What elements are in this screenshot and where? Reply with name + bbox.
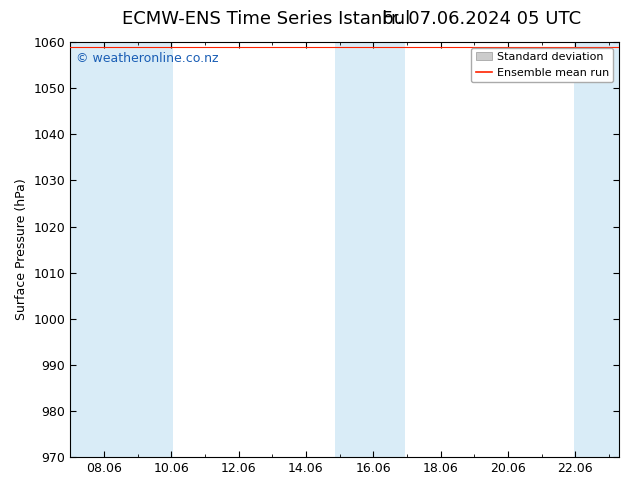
Text: © weatheronline.co.nz: © weatheronline.co.nz bbox=[76, 52, 218, 66]
Bar bbox=[335, 42, 405, 457]
Bar bbox=[70, 42, 173, 457]
Legend: Standard deviation, Ensemble mean run: Standard deviation, Ensemble mean run bbox=[471, 48, 614, 82]
Text: Fr. 07.06.2024 05 UTC: Fr. 07.06.2024 05 UTC bbox=[382, 10, 581, 28]
Bar bbox=[574, 42, 619, 457]
Text: ECMW-ENS Time Series Istanbul: ECMW-ENS Time Series Istanbul bbox=[122, 10, 410, 28]
Y-axis label: Surface Pressure (hPa): Surface Pressure (hPa) bbox=[15, 179, 28, 320]
